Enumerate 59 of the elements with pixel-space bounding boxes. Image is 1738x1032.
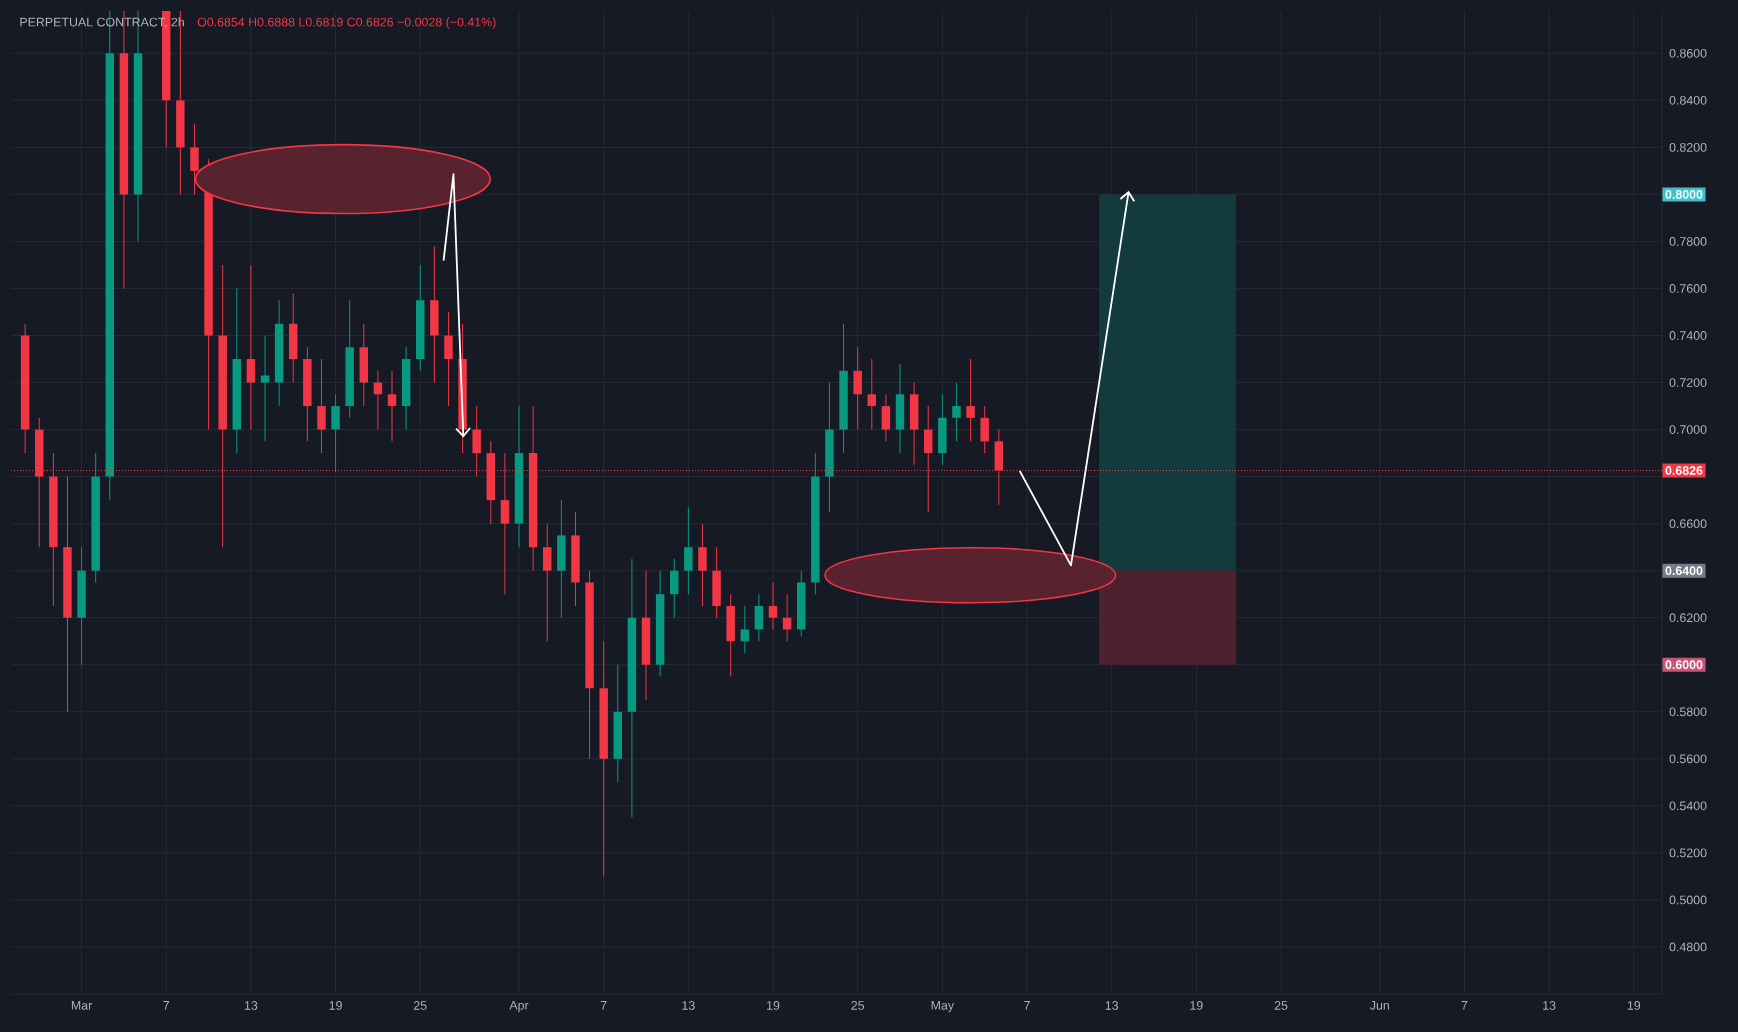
ref-line-label: 0.6826 [1665, 466, 1703, 475]
y-tick-label: 0.5400 [1669, 801, 1707, 811]
y-tick-label: 0.5800 [1669, 707, 1707, 717]
annotation: 0.6000 [1665, 660, 1703, 670]
candlestick [966, 358, 975, 442]
y-tick-label: 0.8600 [1669, 48, 1707, 58]
candlestick [246, 264, 256, 431]
candlestick [867, 358, 877, 431]
x-tick-label: 19 [329, 1001, 342, 1010]
candlestick [881, 393, 891, 442]
x-tick-label: Mar [71, 1001, 93, 1010]
x-tick-label: 7 [1024, 1001, 1030, 1010]
y-tick-label: 0.8200 [1669, 142, 1707, 152]
candlestick [684, 506, 693, 595]
candlestick [444, 311, 453, 407]
x-tick-label: 25 [413, 1001, 427, 1010]
y-tick-label: 0.4800 [1669, 942, 1707, 952]
candlestick [543, 523, 552, 642]
chart-subtitle: O0.6854 H0.6888 L0.6819 C0.6826 −0.0028 (−0.41%) [197, 17, 496, 29]
x-tick-label: Jun [1369, 1001, 1389, 1010]
candlestick [331, 393, 340, 473]
candlestick [317, 358, 326, 454]
y-tick-label: 0.7800 [1669, 237, 1707, 246]
y-tick-label: 0.8400 [1669, 95, 1707, 105]
x-tick-label: 19 [767, 1001, 780, 1010]
y-tick-label: 0.5200 [1669, 848, 1707, 858]
candlestick [768, 581, 778, 630]
y-tick-label: 0.7200 [1669, 378, 1707, 387]
y-tick-label: 0.6600 [1669, 519, 1707, 529]
candlestick [670, 558, 679, 619]
y-tick-label: 0.7400 [1669, 331, 1707, 340]
x-tick-label: 7 [163, 1001, 170, 1010]
x-tick-label: 13 [1105, 1001, 1119, 1010]
annotation: 0.8000 [1665, 190, 1703, 199]
x-tick-label: 13 [1543, 1001, 1556, 1010]
y-tick-label: 0.7600 [1669, 284, 1707, 293]
x-tick-label: May [931, 1001, 955, 1013]
candlestick [387, 370, 397, 442]
candlestick [980, 405, 989, 454]
x-tick-label: 25 [1274, 1001, 1288, 1010]
annotation: 0.6400 [1665, 566, 1703, 576]
x-tick-label: 13 [682, 1001, 695, 1010]
x-tick-label: 19 [1190, 1001, 1203, 1010]
candlestick [698, 523, 707, 607]
y-tick-label: 0.5000 [1669, 895, 1707, 905]
candlestick [853, 346, 862, 431]
x-tick-label: 19 [1627, 1001, 1641, 1010]
x-tick-label: 13 [244, 1001, 258, 1010]
candlestick [952, 382, 961, 442]
x-tick-label: 25 [851, 1001, 865, 1010]
x-tick-label: Apr [509, 1001, 529, 1013]
y-tick-label: 0.7000 [1669, 425, 1707, 434]
x-tick-label: 7 [600, 1001, 607, 1010]
y-tick-label: 0.6200 [1669, 613, 1707, 623]
y-tick-label: 0.5600 [1669, 754, 1707, 764]
candlestick [754, 593, 764, 642]
candlestick [740, 605, 750, 654]
candlestick [260, 335, 270, 442]
x-tick-label: 7 [1461, 1001, 1468, 1010]
